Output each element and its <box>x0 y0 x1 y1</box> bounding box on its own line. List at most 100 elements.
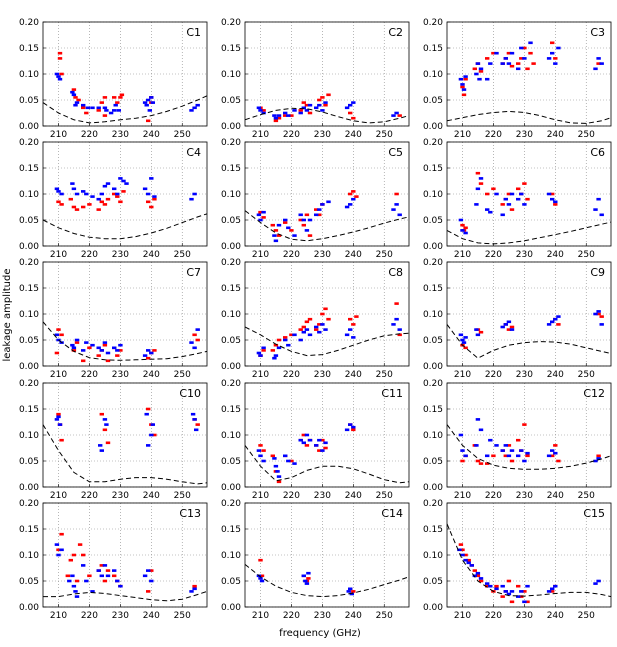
red-point <box>485 192 490 196</box>
blue-point <box>314 213 319 217</box>
blue-point <box>500 325 505 329</box>
red-point <box>87 346 92 350</box>
y-tick-label: 0.10 <box>19 310 39 320</box>
panel-title: C8 <box>388 266 403 279</box>
x-tick-label: 250 <box>578 611 595 621</box>
panel-title: C3 <box>590 26 605 39</box>
plot-frame <box>446 141 612 247</box>
blue-point <box>525 584 530 588</box>
blue-point <box>71 346 77 350</box>
red-point <box>56 548 61 552</box>
panel-c10: 0.00 0.05 0.10 0.15 0.20 210 220 230 240 250 C10 <box>19 379 208 501</box>
blue-point <box>105 351 111 355</box>
red-point <box>87 203 92 206</box>
y-tick-label: 0.00 <box>423 483 443 493</box>
blue-point <box>273 116 279 120</box>
panel-title: C4 <box>186 146 201 159</box>
red-point <box>463 553 468 557</box>
x-tick-label: 250 <box>578 250 595 260</box>
x-tick-label: 220 <box>485 250 502 260</box>
red-point <box>270 454 275 458</box>
blue-point <box>485 454 490 458</box>
blue-point <box>98 444 103 447</box>
red-point <box>500 203 505 206</box>
blue-point <box>121 179 126 183</box>
blue-point <box>146 192 151 196</box>
blue-point <box>457 548 462 552</box>
x-tick-label: 220 <box>485 130 502 140</box>
blue-point <box>189 197 194 201</box>
blue-point <box>503 57 508 60</box>
red-point <box>283 336 288 339</box>
blue-point <box>149 579 154 583</box>
x-tick-label: 240 <box>143 491 160 501</box>
blue-point <box>509 328 515 331</box>
red-point <box>56 328 61 331</box>
red-point <box>351 428 356 432</box>
red-point <box>494 584 499 588</box>
blue-point <box>261 210 266 214</box>
blue-point <box>142 574 148 578</box>
red-point <box>71 553 77 557</box>
blue-point <box>463 75 468 78</box>
blue-point <box>344 106 350 110</box>
red-point <box>307 111 313 115</box>
y-tick-label: 0.00 <box>423 122 443 132</box>
blue-point <box>189 341 194 344</box>
blue-point <box>503 323 508 326</box>
y-tick-label: 0.00 <box>423 242 443 252</box>
x-tick-label: 230 <box>112 130 129 140</box>
blue-point <box>304 109 310 112</box>
blue-point <box>301 106 306 110</box>
blue-point <box>54 187 60 191</box>
blue-point <box>142 354 148 357</box>
red-point <box>463 77 468 81</box>
model-curve <box>245 326 409 357</box>
blue-point <box>461 88 467 91</box>
x-tick-label: 240 <box>345 370 362 380</box>
blue-point <box>67 579 72 583</box>
blue-point <box>99 349 104 352</box>
blue-point <box>104 423 109 426</box>
red-point <box>509 64 515 68</box>
blue-point <box>596 57 601 60</box>
red-point <box>73 96 78 99</box>
blue-point <box>348 103 353 107</box>
panel-marks <box>245 423 409 484</box>
red-point <box>56 200 61 204</box>
plot-frame <box>42 382 208 488</box>
red-point <box>348 317 353 321</box>
red-point <box>102 343 108 347</box>
red-point <box>550 192 555 196</box>
blue-point <box>276 223 282 227</box>
y-tick-label: 0.15 <box>221 525 241 535</box>
blue-point <box>56 75 61 78</box>
x-tick-label: 240 <box>143 370 160 380</box>
blue-point <box>59 192 64 196</box>
blue-point <box>118 343 123 347</box>
blue-point <box>546 454 552 458</box>
blue-point <box>593 312 598 316</box>
y-tick-label: 0.20 <box>19 258 39 268</box>
x-tick-label: 210 <box>454 250 471 260</box>
red-point <box>317 98 322 102</box>
blue-point <box>105 182 111 185</box>
blue-point <box>488 62 493 65</box>
plot-frame <box>42 502 208 608</box>
blue-point <box>150 101 155 104</box>
red-point <box>304 320 310 324</box>
red-point <box>261 216 266 219</box>
red-point <box>525 454 530 458</box>
model-curve <box>245 210 409 242</box>
red-point <box>314 328 319 331</box>
red-point <box>317 213 322 217</box>
red-point <box>478 70 484 73</box>
red-point <box>485 462 490 465</box>
blue-point <box>546 57 552 60</box>
red-point <box>478 579 484 583</box>
y-tick-label: 0.05 <box>423 577 443 587</box>
blue-point <box>96 106 101 110</box>
plot-frame <box>42 141 208 247</box>
x-tick-label: 230 <box>314 611 331 621</box>
blue-point <box>261 346 266 350</box>
